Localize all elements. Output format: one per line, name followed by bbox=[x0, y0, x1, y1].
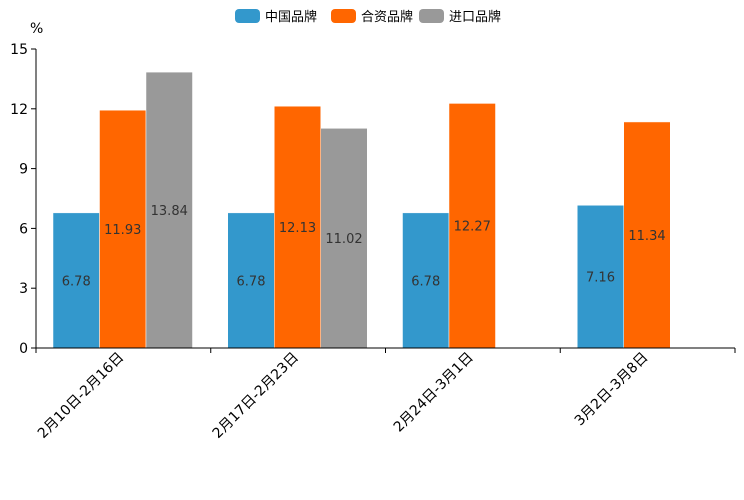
legend: 中国品牌 合资品牌 进口品牌 bbox=[235, 9, 501, 25]
x-tick-label: 2月17日-2月23日 bbox=[210, 350, 302, 442]
y-axis: 0 3 6 9 12 15 bbox=[10, 42, 37, 357]
bar bbox=[448, 103, 496, 349]
legend-swatch bbox=[235, 9, 260, 23]
bar bbox=[274, 105, 321, 349]
bar bbox=[99, 109, 147, 349]
legend-label: 中国品牌 bbox=[265, 9, 317, 25]
y-tick-label: 9 bbox=[19, 162, 28, 178]
legend-label: 合资品牌 bbox=[361, 9, 413, 25]
x-tick-label: 2月24日-3月1日 bbox=[391, 350, 477, 436]
bar bbox=[227, 212, 275, 349]
y-unit-label: % bbox=[30, 21, 43, 37]
bar bbox=[623, 121, 671, 349]
x-axis: 2月10日-2月16日 2月17日-2月23日 2月24日-3月1日 3月2日-3月8… bbox=[35, 347, 736, 442]
y-tick-label: 3 bbox=[19, 281, 28, 297]
bar bbox=[402, 212, 450, 349]
bar-value-label: 11.93 bbox=[104, 223, 141, 238]
bar-value-label: 11.02 bbox=[325, 232, 362, 247]
bar-value-label: 6.78 bbox=[237, 274, 266, 289]
bar-value-label: 6.78 bbox=[411, 274, 440, 289]
bar bbox=[145, 71, 193, 349]
bars: 6.78 6.78 6.78 7.16 11.93 12.13 12.27 11.34 13.8… bbox=[52, 71, 671, 349]
bar-value-label: 11.34 bbox=[628, 229, 665, 244]
bar-value-label: 13.84 bbox=[151, 204, 188, 219]
legend-swatch bbox=[331, 9, 356, 23]
x-tick-label: 3月2日-3月8日 bbox=[572, 350, 652, 430]
legend-label: 进口品牌 bbox=[449, 9, 501, 25]
y-tick-label: 6 bbox=[19, 221, 28, 237]
legend-swatch bbox=[419, 9, 444, 23]
bar-value-label: 7.16 bbox=[586, 271, 615, 286]
y-tick-label: 15 bbox=[10, 42, 28, 58]
bar-value-label: 12.13 bbox=[279, 221, 316, 236]
bar-value-label: 6.78 bbox=[62, 274, 91, 289]
y-tick-label: 0 bbox=[19, 341, 28, 357]
x-tick-label: 2月10日-2月16日 bbox=[35, 350, 127, 442]
bar-value-label: 12.27 bbox=[454, 220, 491, 235]
y-tick-label: 12 bbox=[10, 102, 28, 118]
bar bbox=[320, 128, 368, 349]
bar bbox=[577, 205, 624, 349]
